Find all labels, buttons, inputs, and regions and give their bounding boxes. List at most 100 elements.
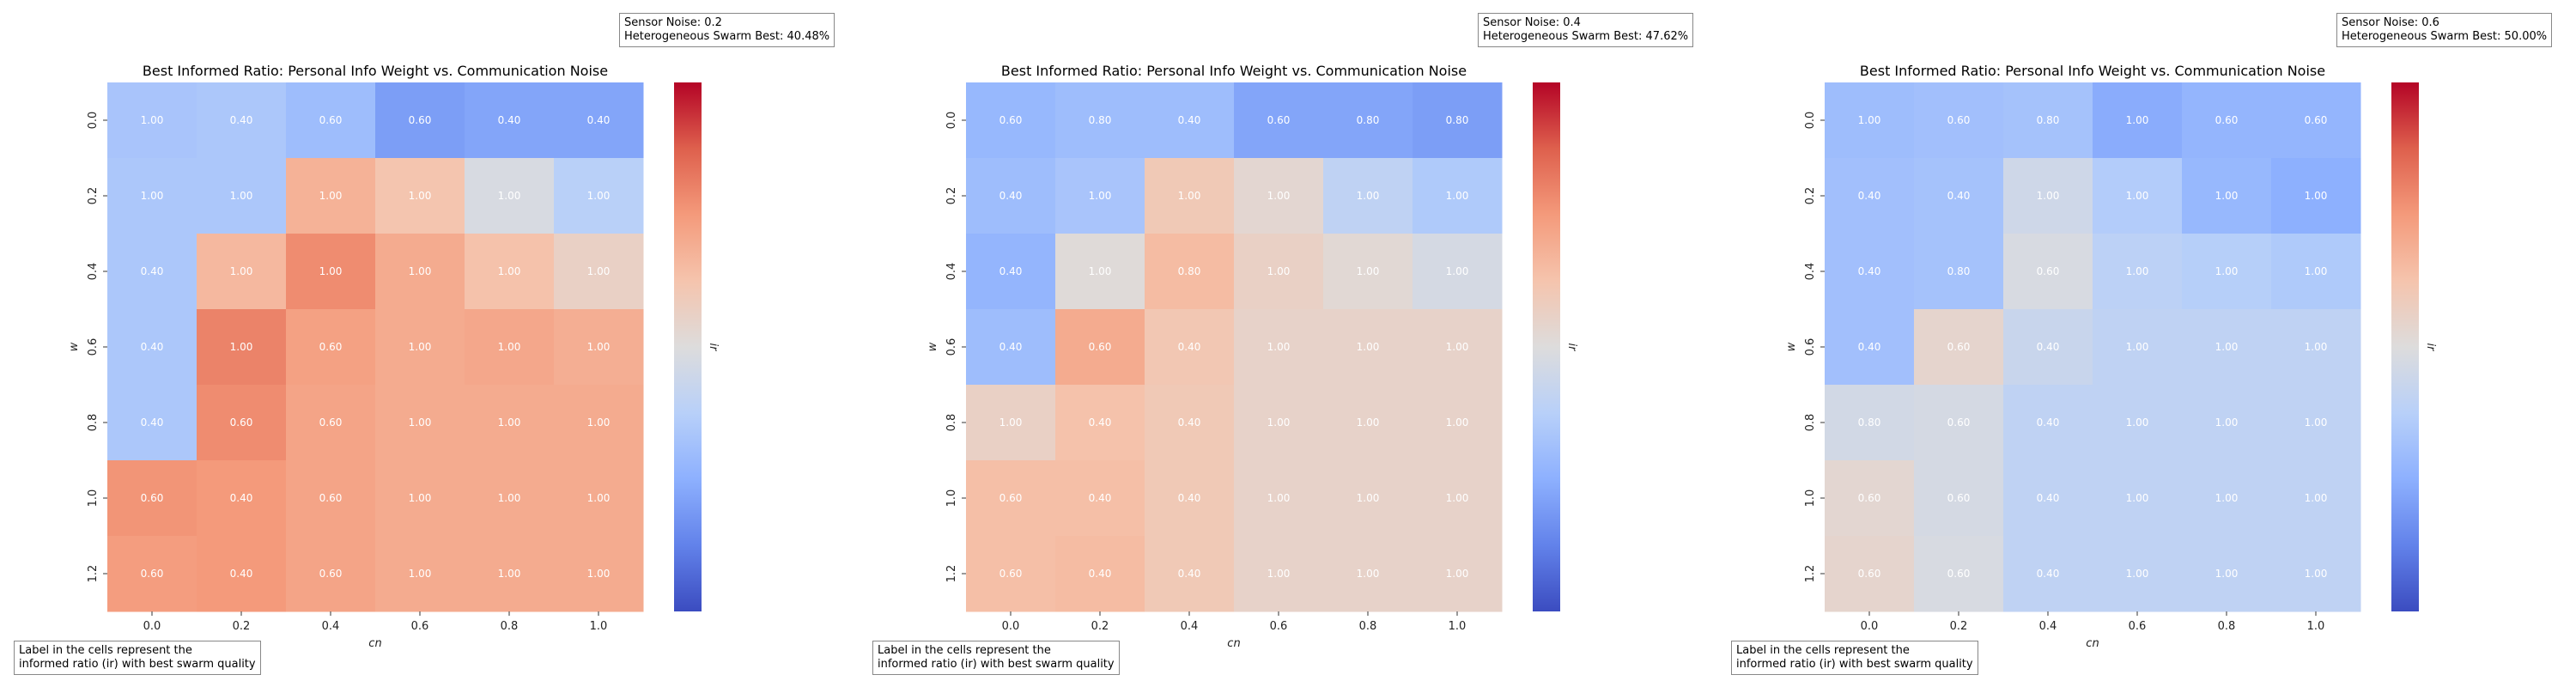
heatmap-cell bbox=[1413, 309, 1503, 386]
cell-label: 1.00 bbox=[1357, 568, 1380, 580]
note-line: informed ratio (ir) with best swarm qual… bbox=[19, 658, 256, 671]
heatmap-cell bbox=[1413, 385, 1503, 461]
cell-label: 0.40 bbox=[1178, 114, 1201, 126]
heatmap-cell bbox=[2271, 309, 2361, 386]
cell-label: 1.00 bbox=[498, 492, 521, 504]
cell-label: 1.00 bbox=[141, 190, 164, 202]
cell-label: 0.40 bbox=[2037, 492, 2060, 504]
heatmap-cell bbox=[2182, 158, 2272, 234]
y-tick-label: 1.0 bbox=[945, 489, 958, 508]
heatmap-cell bbox=[107, 158, 197, 234]
cell-label: 1.00 bbox=[409, 190, 432, 202]
heatmap-cell bbox=[1323, 234, 1413, 310]
heatmap-cell bbox=[2093, 82, 2183, 159]
x-tick-label: 0.4 bbox=[2039, 620, 2057, 633]
cell-label: 0.60 bbox=[319, 568, 343, 580]
heatmap-cell bbox=[1825, 158, 1915, 234]
heatmap-cell bbox=[197, 234, 287, 310]
cell-label: 1.00 bbox=[2305, 492, 2328, 504]
cell-label: 1.00 bbox=[1446, 568, 1469, 580]
cell-label: 1.00 bbox=[2305, 190, 2328, 202]
x-axis-label: cn bbox=[2086, 637, 2099, 650]
heatmap-cell bbox=[375, 82, 465, 159]
x-tick-label: 1.0 bbox=[2307, 620, 2325, 633]
cell-label: 1.00 bbox=[2215, 265, 2239, 277]
heatmap-cell bbox=[286, 536, 376, 612]
heatmap-svg: Best Informed Ratio: Personal Info Weigh… bbox=[68, 63, 720, 650]
cell-label: 0.40 bbox=[2037, 341, 2060, 353]
cell-label: 0.40 bbox=[1858, 341, 1881, 353]
heatmap-cell bbox=[966, 536, 1056, 612]
heatmap-cell bbox=[1323, 536, 1413, 612]
cell-label: 1.00 bbox=[1446, 416, 1469, 429]
heatmap-cell bbox=[375, 158, 465, 234]
cell-label: 0.40 bbox=[498, 114, 521, 126]
heatmap-cell bbox=[2093, 309, 2183, 386]
heatmap-cell bbox=[465, 536, 555, 612]
heatmap-panel-1: Best Informed Ratio: Personal Info Weigh… bbox=[0, 0, 859, 687]
note-line: informed ratio (ir) with best swarm qual… bbox=[878, 658, 1115, 671]
x-tick-label: 0.0 bbox=[1002, 620, 1020, 633]
cell-label: 0.40 bbox=[2037, 568, 2060, 580]
heatmap-cell bbox=[197, 82, 287, 159]
cell-label-note: Label in the cells represent the informed… bbox=[1731, 641, 1978, 675]
cell-label: 1.00 bbox=[1178, 190, 1201, 202]
cell-label: 0.40 bbox=[230, 568, 253, 580]
cell-label: 0.40 bbox=[1178, 341, 1201, 353]
heatmap-cell bbox=[2003, 158, 2093, 234]
y-tick-label: 0.6 bbox=[1804, 338, 1817, 356]
cell-label: 0.60 bbox=[141, 568, 164, 580]
heatmap-cell bbox=[554, 158, 644, 234]
heatmap-cell bbox=[1413, 460, 1503, 537]
cell-label: 0.40 bbox=[999, 341, 1023, 353]
heatmap-cell bbox=[465, 82, 555, 159]
heatmap-cell bbox=[1825, 309, 1915, 386]
heatmap-cell bbox=[2182, 309, 2272, 386]
note-line: Label in the cells represent the bbox=[878, 644, 1051, 657]
note-line: informed ratio (ir) with best swarm qual… bbox=[1736, 658, 1973, 671]
heatmap-panel-3: Best Informed Ratio: Personal Info Weigh… bbox=[1717, 0, 2576, 687]
heatmap-cell bbox=[1055, 536, 1145, 612]
heatmap-cell bbox=[2182, 460, 2272, 537]
cell-label: 1.00 bbox=[2305, 416, 2328, 429]
y-tick-label: 0.8 bbox=[945, 414, 958, 432]
heatmap-cell bbox=[2003, 234, 2093, 310]
cell-label: 0.60 bbox=[141, 492, 164, 504]
heatmap-cell bbox=[2271, 385, 2361, 461]
heatmap-cell bbox=[1914, 309, 2004, 386]
cell-label: 1.00 bbox=[1267, 265, 1291, 277]
heatmap-cell bbox=[2003, 309, 2093, 386]
y-tick-label: 0.4 bbox=[87, 263, 100, 281]
x-tick-label: 0.4 bbox=[322, 620, 340, 633]
cell-label: 1.00 bbox=[587, 341, 611, 353]
heatmap-cell bbox=[286, 460, 376, 537]
cell-label: 1.00 bbox=[1267, 190, 1291, 202]
heatmap-cell bbox=[1413, 158, 1503, 234]
heatmap-cell bbox=[1825, 536, 1915, 612]
heatmap-cell bbox=[107, 234, 197, 310]
x-tick-label: 0.6 bbox=[2129, 620, 2147, 633]
y-tick-label: 0.2 bbox=[945, 187, 958, 205]
heatmap-cell bbox=[554, 536, 644, 612]
cell-label: 0.40 bbox=[2037, 416, 2060, 429]
cell-label: 0.60 bbox=[319, 416, 343, 429]
heatmap-cell bbox=[1323, 309, 1413, 386]
heatmap-cell bbox=[375, 460, 465, 537]
info-line: Heterogeneous Swarm Best: 47.62% bbox=[1483, 30, 1689, 43]
x-tick-label: 0.4 bbox=[1181, 620, 1199, 633]
heatmap-cell bbox=[1323, 82, 1413, 159]
heatmap-cell bbox=[107, 385, 197, 461]
heatmap-cell bbox=[2093, 234, 2183, 310]
heatmap-cell bbox=[2003, 460, 2093, 537]
y-tick-label: 0.0 bbox=[87, 112, 100, 130]
heatmap-cell bbox=[2271, 234, 2361, 310]
x-tick-label: 0.8 bbox=[501, 620, 519, 633]
heatmap-cell bbox=[1234, 309, 1324, 386]
x-tick-label: 0.0 bbox=[1861, 620, 1879, 633]
heatmap-cell bbox=[2182, 385, 2272, 461]
heatmap-cell bbox=[2003, 82, 2093, 159]
heatmap-cell bbox=[554, 385, 644, 461]
cell-label: 1.00 bbox=[1267, 341, 1291, 353]
heatmap-cell bbox=[107, 82, 197, 159]
cell-label: 0.40 bbox=[1858, 265, 1881, 277]
